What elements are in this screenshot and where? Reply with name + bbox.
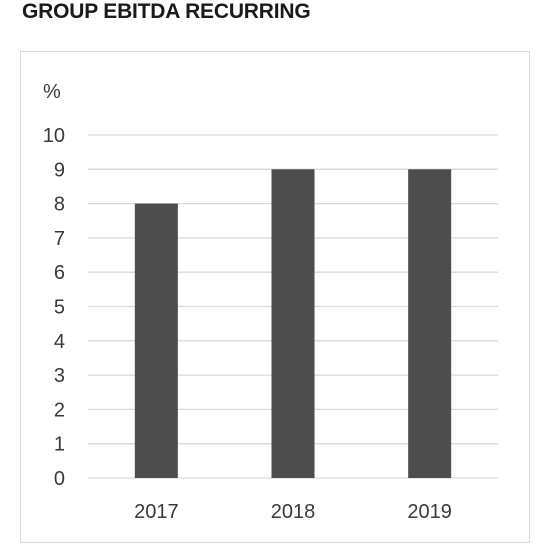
y-tick-label: 10 [43, 125, 65, 147]
y-tick-label: 1 [54, 434, 65, 456]
y-tick-label: 7 [54, 228, 65, 250]
y-axis-unit-label: % [43, 81, 61, 103]
bar-2018 [271, 169, 315, 479]
y-tick-label: 0 [54, 468, 65, 490]
y-tick-label: 5 [54, 297, 65, 319]
x-tick-label: 2017 [134, 501, 179, 523]
y-tick-label: 9 [54, 159, 65, 181]
y-tick-label: 6 [54, 262, 65, 284]
x-tick-labels: 2017 2018 2019 [134, 501, 452, 523]
y-tick-labels: 0 1 2 3 4 5 6 7 8 9 10 [43, 125, 65, 490]
chart-title: GROUP EBITDA RECURRING [22, 0, 311, 23]
y-tick-label: 2 [54, 399, 65, 421]
y-tick-label: 3 [54, 365, 65, 387]
x-tick-label: 2019 [407, 501, 452, 523]
y-tick-label: 4 [54, 331, 65, 353]
y-tick-label: 8 [54, 194, 65, 216]
x-tick-label: 2018 [271, 501, 316, 523]
bars [134, 169, 452, 479]
chart-frame [20, 51, 530, 543]
bar-2017 [134, 203, 178, 478]
bar-2019 [408, 169, 452, 479]
